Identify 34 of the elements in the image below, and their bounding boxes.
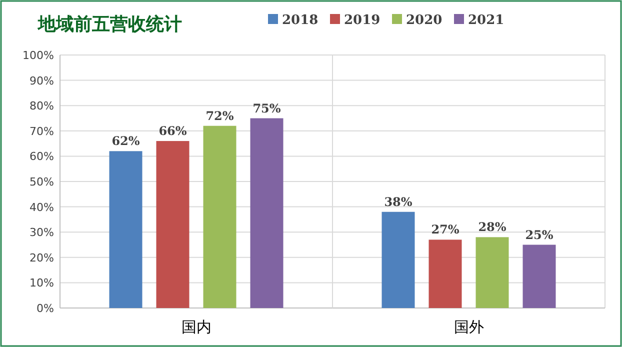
legend-label: 2021 [468,13,504,28]
data-label: 66% [158,124,188,138]
bar [203,126,236,308]
legend-label: 2018 [282,13,318,28]
bar [428,240,462,308]
y-tick-label: 80% [30,100,54,113]
y-tick-label: 90% [30,74,54,88]
data-label: 72% [206,108,234,123]
bar [250,118,284,308]
y-tick-label: 100% [22,49,54,62]
bar [156,141,190,308]
bar [382,212,415,308]
y-tick-label: 0% [36,302,54,315]
y-tick-label: 20% [30,251,54,264]
x-tick-label: 国内 [181,319,212,336]
chart-title: 地域前五营收统计 [37,14,182,34]
legend-label: 2020 [406,13,442,28]
data-label: 62% [112,134,140,148]
bar [109,151,142,308]
x-tick-label: 国外 [454,319,484,336]
data-label: 25% [525,228,554,242]
y-tick-label: 50% [30,176,54,188]
legend-label: 2019 [344,13,380,28]
data-label: 28% [478,220,507,234]
data-label: 75% [252,101,282,116]
bar [476,237,509,308]
y-tick-label: 10% [30,276,54,290]
data-label: 38% [384,194,413,209]
y-tick-label: 40% [30,200,54,214]
y-tick-label: 60% [30,150,54,164]
y-tick-label: 30% [30,226,54,240]
y-tick-label: 70% [30,124,54,138]
data-label: 27% [431,222,460,237]
bar [522,244,556,308]
